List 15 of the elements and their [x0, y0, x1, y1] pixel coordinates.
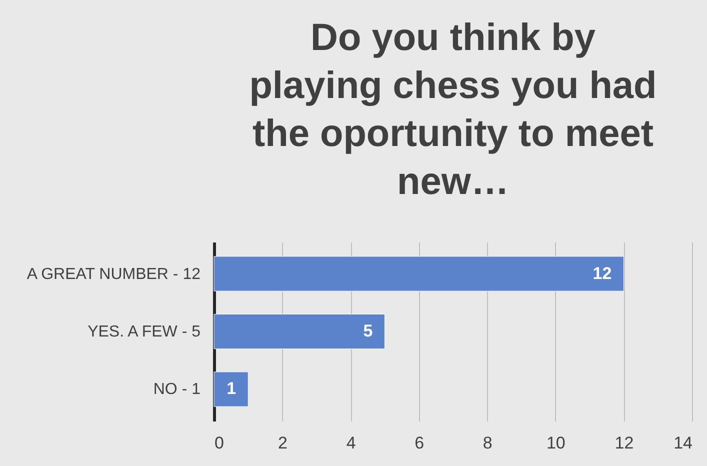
y-tick-label: A GREAT NUMBER - 12: [26, 266, 201, 283]
x-tick-label: 4: [346, 434, 356, 452]
x-tick-label: 10: [546, 434, 566, 452]
chart-title: Do you think by playing chess you had the oportunity to meet new…: [249, 17, 657, 203]
y-tick-label: YES. A FEW - 5: [88, 324, 201, 340]
x-tick-label: 14: [674, 434, 692, 452]
x-tick-label: 2: [278, 434, 288, 452]
data-label: 5: [363, 322, 373, 340]
data-label: 1: [226, 379, 236, 398]
x-tick-label: 8: [482, 434, 492, 452]
x-tick-label: 6: [414, 434, 424, 452]
x-tick-label: 0: [214, 434, 224, 452]
data-label: 12: [592, 264, 612, 283]
x-tick-label: 12: [614, 434, 634, 452]
y-tick-label: NO - 1: [153, 381, 201, 398]
